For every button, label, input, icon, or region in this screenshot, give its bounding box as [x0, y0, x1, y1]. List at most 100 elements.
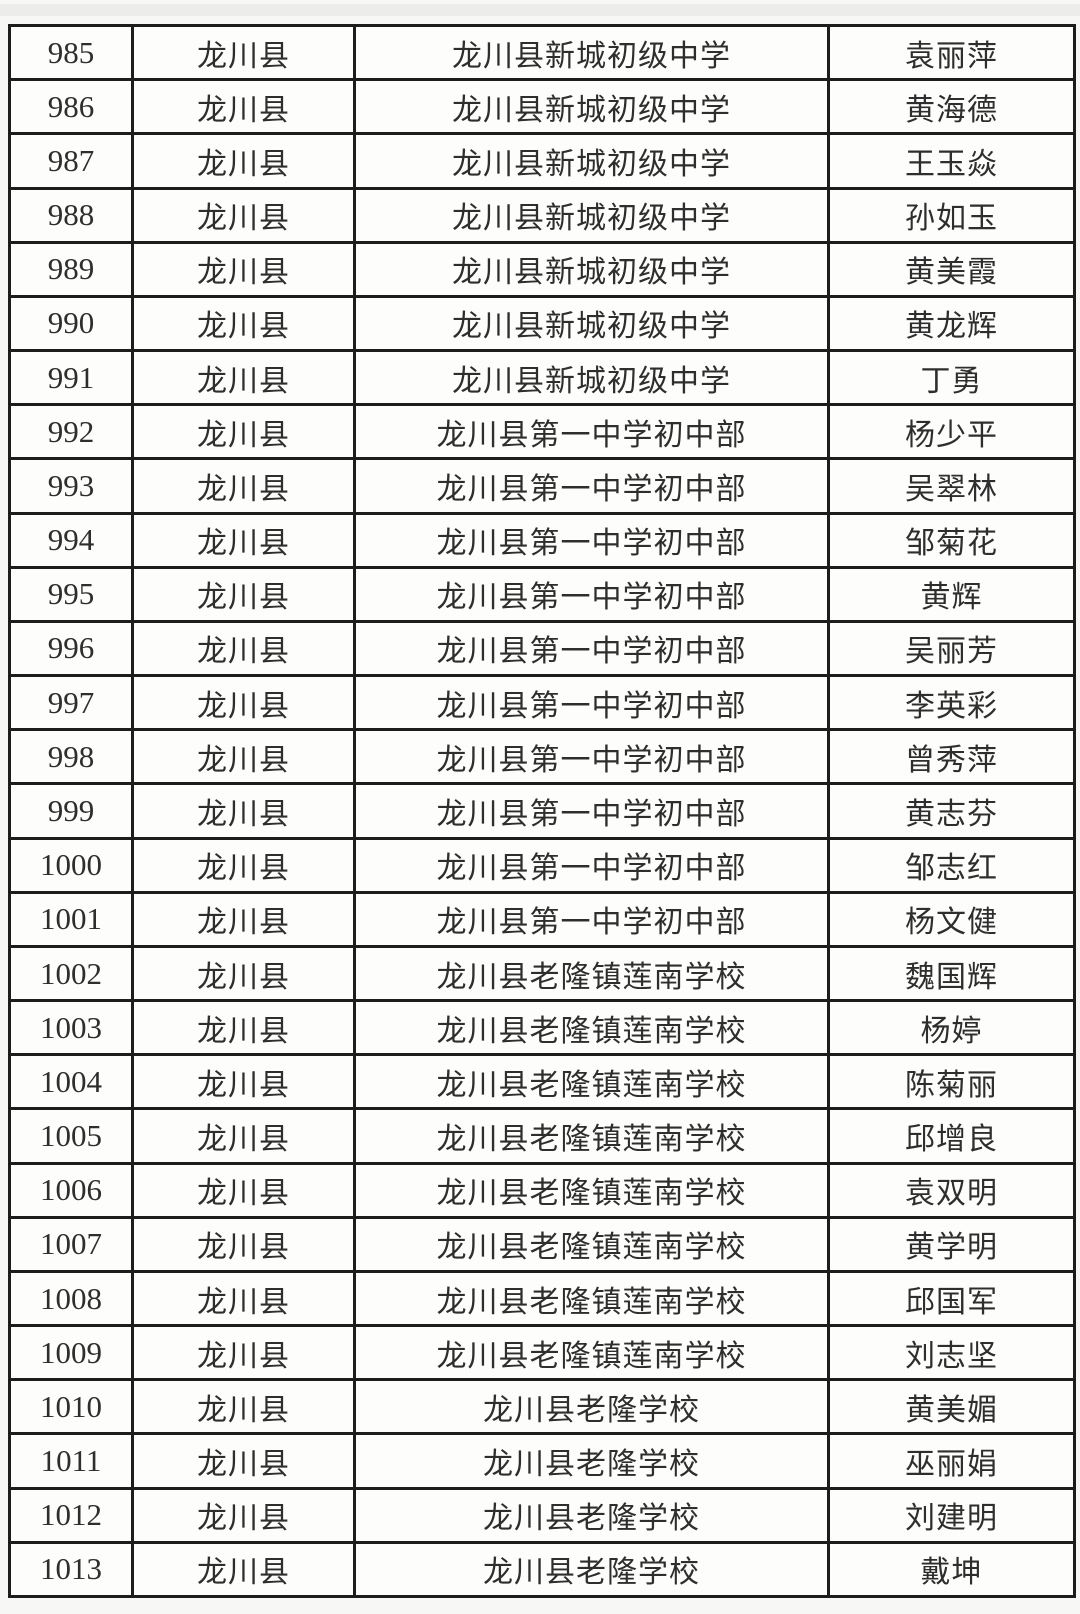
cell-county: 龙川县 — [131, 836, 356, 894]
cell-serial-number: 987 — [8, 132, 134, 190]
cell-person-name: 邱增良 — [827, 1107, 1076, 1165]
cell-school: 龙川县新城初级中学 — [353, 132, 830, 190]
cell-county: 龙川县 — [131, 1107, 356, 1165]
cell-person-name: 黄志芬 — [827, 782, 1076, 840]
cell-serial-number: 995 — [8, 565, 134, 623]
cell-school: 龙川县第一中学初中部 — [353, 728, 830, 786]
cell-serial-number: 1000 — [8, 836, 134, 894]
table-row: 991 龙川县 龙川县新城初级中学 丁勇 — [8, 349, 1076, 407]
cell-county: 龙川县 — [131, 674, 356, 732]
table-row: 993 龙川县 龙川县第一中学初中部 吴翠林 — [8, 457, 1076, 515]
roster-table-body: 985 龙川县 龙川县新城初级中学 袁丽萍 986 龙川县 龙川县新城初级中学 黄海德 987 龙… — [8, 23, 1076, 1599]
cell-serial-number: 994 — [8, 511, 134, 569]
cell-county: 龙川县 — [131, 186, 356, 244]
cell-person-name: 刘志坚 — [827, 1324, 1076, 1382]
cell-person-name: 邹菊花 — [827, 511, 1076, 569]
cell-county: 龙川县 — [131, 457, 356, 515]
cell-person-name: 邱国军 — [827, 1269, 1076, 1328]
table-row: 986 龙川县 龙川县新城初级中学 黄海德 — [8, 78, 1076, 136]
cell-person-name: 孙如玉 — [827, 186, 1076, 244]
cell-serial-number: 996 — [8, 619, 134, 678]
cell-county: 龙川县 — [131, 1486, 356, 1544]
cell-school: 龙川县老隆镇莲南学校 — [353, 1269, 830, 1328]
table-row: 996 龙川县 龙川县第一中学初中部 吴丽芳 — [8, 619, 1076, 678]
cell-serial-number: 1003 — [8, 999, 134, 1057]
table-row: 1001 龙川县 龙川县第一中学初中部 杨文健 — [8, 890, 1076, 948]
cell-person-name: 黄美媚 — [827, 1378, 1076, 1436]
cell-serial-number: 1002 — [8, 944, 134, 1003]
cell-serial-number: 997 — [8, 674, 134, 732]
cell-county: 龙川县 — [131, 944, 356, 1003]
cell-county: 龙川县 — [131, 132, 356, 190]
table-row: 1008 龙川县 龙川县老隆镇莲南学校 邱国军 — [8, 1269, 1076, 1328]
table-row: 1002 龙川县 龙川县老隆镇莲南学校 魏国辉 — [8, 944, 1076, 1003]
cell-serial-number: 988 — [8, 186, 134, 244]
cell-school: 龙川县老隆镇莲南学校 — [353, 1107, 830, 1165]
cell-county: 龙川县 — [131, 619, 356, 678]
cell-county: 龙川县 — [131, 1540, 356, 1599]
cell-serial-number: 1001 — [8, 890, 134, 948]
cell-person-name: 吴丽芳 — [827, 619, 1076, 678]
cell-school: 龙川县第一中学初中部 — [353, 511, 830, 569]
table-row: 1006 龙川县 龙川县老隆镇莲南学校 袁双明 — [8, 1161, 1076, 1219]
cell-school: 龙川县老隆学校 — [353, 1486, 830, 1544]
table-row: 1005 龙川县 龙川县老隆镇莲南学校 邱增良 — [8, 1107, 1076, 1165]
table-row: 998 龙川县 龙川县第一中学初中部 曾秀萍 — [8, 728, 1076, 786]
cell-serial-number: 999 — [8, 782, 134, 840]
table-row: 1010 龙川县 龙川县老隆学校 黄美媚 — [8, 1378, 1076, 1436]
cell-serial-number: 991 — [8, 349, 134, 407]
cell-school: 龙川县第一中学初中部 — [353, 403, 830, 461]
table-row: 994 龙川县 龙川县第一中学初中部 邹菊花 — [8, 511, 1076, 569]
cell-person-name: 黄学明 — [827, 1215, 1076, 1273]
table-row: 992 龙川县 龙川县第一中学初中部 杨少平 — [8, 403, 1076, 461]
cell-person-name: 杨文健 — [827, 890, 1076, 948]
cell-school: 龙川县第一中学初中部 — [353, 619, 830, 678]
table-row: 1007 龙川县 龙川县老隆镇莲南学校 黄学明 — [8, 1215, 1076, 1273]
cell-serial-number: 1007 — [8, 1215, 134, 1273]
cell-school: 龙川县老隆学校 — [353, 1432, 830, 1490]
cell-person-name: 李英彩 — [827, 674, 1076, 732]
cell-county: 龙川县 — [131, 78, 356, 136]
cell-county: 龙川县 — [131, 1378, 356, 1436]
cell-school: 龙川县新城初级中学 — [353, 349, 830, 407]
cell-school: 龙川县老隆镇莲南学校 — [353, 999, 830, 1057]
table-row: 985 龙川县 龙川县新城初级中学 袁丽萍 — [8, 23, 1076, 82]
cell-person-name: 邹志红 — [827, 836, 1076, 894]
cell-serial-number: 1012 — [8, 1486, 134, 1544]
cell-county: 龙川县 — [131, 1215, 356, 1273]
cell-school: 龙川县老隆镇莲南学校 — [353, 944, 830, 1003]
cell-serial-number: 989 — [8, 240, 134, 298]
cell-person-name: 丁勇 — [827, 349, 1076, 407]
cell-school: 龙川县老隆学校 — [353, 1378, 830, 1436]
table-row: 1012 龙川县 龙川县老隆学校 刘建明 — [8, 1486, 1076, 1544]
cell-school: 龙川县第一中学初中部 — [353, 457, 830, 515]
cell-county: 龙川县 — [131, 240, 356, 298]
cell-person-name: 巫丽娟 — [827, 1432, 1076, 1490]
cell-school: 龙川县老隆镇莲南学校 — [353, 1161, 830, 1219]
cell-county: 龙川县 — [131, 1269, 356, 1328]
scan-artifact-strip — [0, 4, 1080, 16]
cell-person-name: 黄海德 — [827, 78, 1076, 136]
cell-school: 龙川县老隆镇莲南学校 — [353, 1324, 830, 1382]
table-row: 1000 龙川县 龙川县第一中学初中部 邹志红 — [8, 836, 1076, 894]
cell-county: 龙川县 — [131, 565, 356, 623]
roster-table: 985 龙川县 龙川县新城初级中学 袁丽萍 986 龙川县 龙川县新城初级中学 黄海德 987 龙… — [8, 23, 1076, 1599]
cell-county: 龙川县 — [131, 294, 356, 353]
table-row: 990 龙川县 龙川县新城初级中学 黄龙辉 — [8, 294, 1076, 353]
cell-person-name: 戴坤 — [827, 1540, 1076, 1599]
cell-school: 龙川县新城初级中学 — [353, 240, 830, 298]
cell-serial-number: 985 — [8, 23, 134, 82]
table-row: 988 龙川县 龙川县新城初级中学 孙如玉 — [8, 186, 1076, 244]
cell-serial-number: 986 — [8, 78, 134, 136]
cell-person-name: 魏国辉 — [827, 944, 1076, 1003]
table-row: 1004 龙川县 龙川县老隆镇莲南学校 陈菊丽 — [8, 1053, 1076, 1111]
cell-county: 龙川县 — [131, 403, 356, 461]
cell-school: 龙川县第一中学初中部 — [353, 565, 830, 623]
cell-county: 龙川县 — [131, 23, 356, 82]
cell-county: 龙川县 — [131, 782, 356, 840]
cell-school: 龙川县新城初级中学 — [353, 186, 830, 244]
cell-county: 龙川县 — [131, 890, 356, 948]
cell-county: 龙川县 — [131, 511, 356, 569]
cell-county: 龙川县 — [131, 1432, 356, 1490]
cell-serial-number: 1013 — [8, 1540, 134, 1599]
